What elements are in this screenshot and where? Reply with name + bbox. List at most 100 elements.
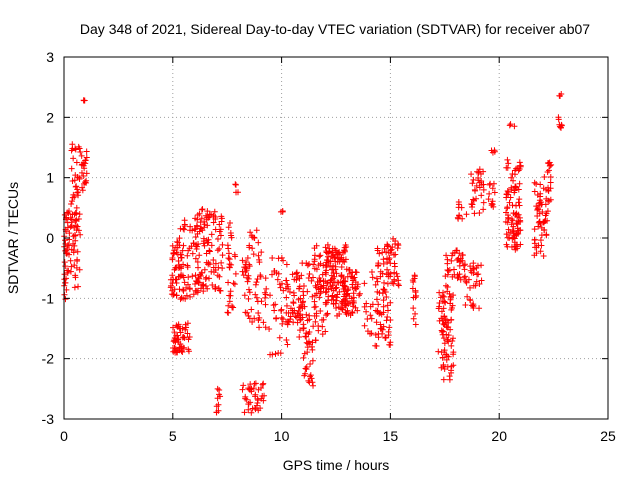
data-point <box>441 365 448 372</box>
data-point <box>300 354 307 361</box>
data-point <box>379 270 386 277</box>
data-point <box>443 351 450 358</box>
data-point <box>196 252 203 259</box>
data-point <box>173 332 180 339</box>
data-point <box>375 301 382 308</box>
data-point <box>474 262 481 269</box>
data-point <box>506 235 513 242</box>
data-point <box>331 254 338 261</box>
data-point <box>202 275 209 282</box>
data-point <box>191 226 198 233</box>
data-point <box>338 298 345 305</box>
data-point <box>183 292 190 299</box>
data-point <box>510 210 517 217</box>
data-point <box>543 210 550 217</box>
data-point <box>81 97 88 104</box>
data-point <box>267 351 274 358</box>
data-point <box>513 220 520 227</box>
data-point <box>509 235 516 242</box>
data-point <box>381 245 388 252</box>
data-point <box>184 330 191 337</box>
data-point <box>258 395 265 402</box>
data-point <box>323 312 330 319</box>
data-point <box>194 243 201 250</box>
data-point <box>175 273 182 280</box>
data-point <box>299 314 306 321</box>
data-point <box>516 214 523 221</box>
data-point <box>244 274 251 281</box>
data-point <box>304 344 311 351</box>
data-point <box>81 180 88 187</box>
data-point <box>516 165 523 172</box>
data-point <box>437 294 444 301</box>
data-point <box>298 272 305 279</box>
data-point <box>73 217 80 224</box>
data-point <box>392 238 399 245</box>
data-point <box>511 239 518 246</box>
y-tick-label: -1 <box>42 290 55 306</box>
data-point <box>193 287 200 294</box>
data-point <box>72 183 79 190</box>
data-point <box>455 198 462 205</box>
data-point <box>469 201 476 208</box>
data-point <box>185 281 192 288</box>
data-point <box>233 189 240 196</box>
data-point <box>450 335 457 342</box>
data-point <box>333 294 340 301</box>
data-point <box>480 186 487 193</box>
data-point <box>308 277 315 284</box>
data-point <box>64 224 71 231</box>
data-point <box>547 179 554 186</box>
data-point <box>387 270 394 277</box>
data-point <box>303 330 310 337</box>
data-point <box>538 201 545 208</box>
data-point <box>200 240 207 247</box>
data-point <box>311 304 318 311</box>
data-point <box>346 266 353 273</box>
data-point <box>175 335 182 342</box>
data-point <box>196 210 203 217</box>
data-point <box>61 259 68 266</box>
data-point <box>531 226 538 233</box>
data-point <box>384 242 391 249</box>
data-point <box>503 241 510 248</box>
data-point <box>310 382 317 389</box>
data-points <box>61 91 565 416</box>
data-point <box>169 272 176 279</box>
data-point <box>205 259 212 266</box>
data-point <box>478 181 485 188</box>
data-point <box>249 245 256 252</box>
data-point <box>253 294 260 301</box>
data-point <box>185 348 192 355</box>
data-point <box>442 273 449 280</box>
data-point <box>262 324 269 331</box>
axis-ticks <box>63 56 609 420</box>
data-point <box>214 385 221 392</box>
data-point <box>333 284 340 291</box>
data-point <box>273 315 280 322</box>
data-point <box>82 160 89 167</box>
data-point <box>226 298 233 305</box>
data-point <box>283 337 290 344</box>
data-point <box>410 315 417 322</box>
data-point <box>340 274 347 281</box>
data-point <box>395 242 402 249</box>
data-point <box>278 307 285 314</box>
data-point <box>448 304 455 311</box>
data-point <box>198 206 205 213</box>
data-point <box>196 228 203 235</box>
data-point <box>266 325 273 332</box>
data-point <box>476 166 483 173</box>
data-point <box>206 248 213 255</box>
data-point <box>461 261 468 268</box>
data-point <box>390 251 397 258</box>
data-point <box>216 228 223 235</box>
data-point <box>436 300 443 307</box>
data-point <box>367 303 374 310</box>
data-point <box>275 255 282 262</box>
data-point <box>245 406 252 413</box>
data-point <box>217 232 224 239</box>
data-point <box>458 204 465 211</box>
data-point <box>486 181 493 188</box>
data-point <box>332 266 339 273</box>
